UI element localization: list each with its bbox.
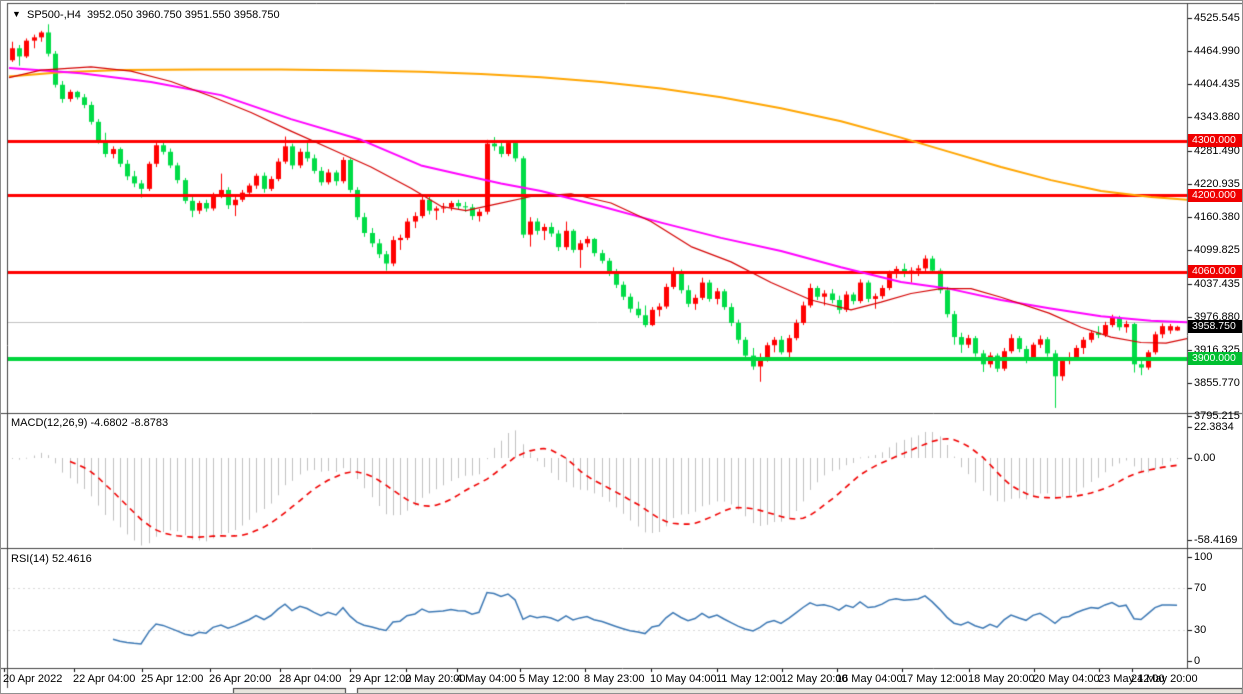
price-axis-label: 4220.935	[1194, 177, 1240, 190]
time-axis-label: 28 Apr 04:00	[279, 673, 342, 685]
time-axis-label: 20 May 04:00	[1033, 673, 1100, 685]
time-axis-label: 24 May 20:00	[1131, 673, 1198, 685]
time-axis-label: 2 May 20:00	[405, 673, 466, 685]
macd-indicator-label: MACD(12,26,9) -4.6802 -8.8783	[11, 417, 169, 429]
time-axis-label: 8 May 23:00	[584, 673, 645, 685]
time-axis-label: 23 May 12:00	[1098, 673, 1165, 685]
price-level-badge: 4200.000	[1188, 188, 1242, 202]
time-axis-label: 22 Apr 04:00	[73, 673, 136, 685]
price-axis-label: 3795.215	[1194, 409, 1240, 422]
rsi-axis-label: 100	[1194, 551, 1213, 563]
price-axis-label: 3855.770	[1194, 376, 1240, 389]
symbol-period-label: SP500-,H4	[27, 9, 81, 21]
symbol-dropdown-icon[interactable]: ▼	[12, 9, 21, 19]
time-axis-label: 5 May 12:00	[519, 673, 580, 685]
price-level-badge: 3958.750	[1188, 320, 1242, 334]
macd-axis-label: 22.3834	[1194, 420, 1234, 433]
macd-axis-label: 0.00	[1194, 452, 1216, 464]
price-axis-label: 4281.490	[1194, 144, 1240, 157]
time-axis-label: 12 May 20:00	[781, 673, 848, 685]
price-level-badge: 3900.000	[1188, 352, 1242, 366]
time-axis-label: 17 May 12:00	[901, 673, 968, 685]
time-axis-label: 25 Apr 12:00	[141, 673, 204, 685]
price-level-badge: 4300.000	[1188, 134, 1242, 148]
rsi-axis-label: 0	[1194, 655, 1201, 667]
price-axis-label: 4525.545	[1194, 12, 1240, 24]
price-axis-label: 4160.380	[1194, 210, 1240, 223]
price-level-badge: 4060.000	[1188, 265, 1242, 279]
time-axis-label: 20 Apr 2022	[3, 673, 63, 685]
price-axis-label: 3976.880	[1194, 310, 1240, 323]
price-axis-label: 4099.825	[1194, 243, 1240, 256]
time-axis-label: 10 May 04:00	[650, 673, 717, 685]
price-axis-label: 4464.990	[1194, 44, 1240, 57]
chart-title: SP500-,H4 3952.050 3960.750 3951.550 395…	[27, 9, 280, 21]
time-axis-label: 26 Apr 20:00	[209, 673, 272, 685]
ohlc-values-label: 3952.050 3960.750 3951.550 3958.750	[86, 9, 280, 21]
price-axis-label: 4404.435	[1194, 77, 1240, 90]
macd-axis-label: -58.4169	[1194, 533, 1238, 546]
time-axis-label: 11 May 12:00	[716, 673, 782, 685]
time-axis-label: 29 Apr 12:00	[349, 673, 412, 685]
time-axis-label: 4 May 04:00	[456, 673, 517, 685]
rsi-axis-label: 70	[1194, 582, 1207, 595]
rsi-axis-label: 30	[1194, 623, 1207, 636]
price-axis-label: 4037.435	[1194, 277, 1240, 290]
price-axis-label: 4343.880	[1194, 110, 1240, 123]
time-axis-label: 16 May 04:00	[836, 673, 903, 685]
time-axis-label: 18 May 20:00	[968, 673, 1035, 685]
rsi-indicator-label: RSI(14) 52.4616	[11, 553, 92, 565]
